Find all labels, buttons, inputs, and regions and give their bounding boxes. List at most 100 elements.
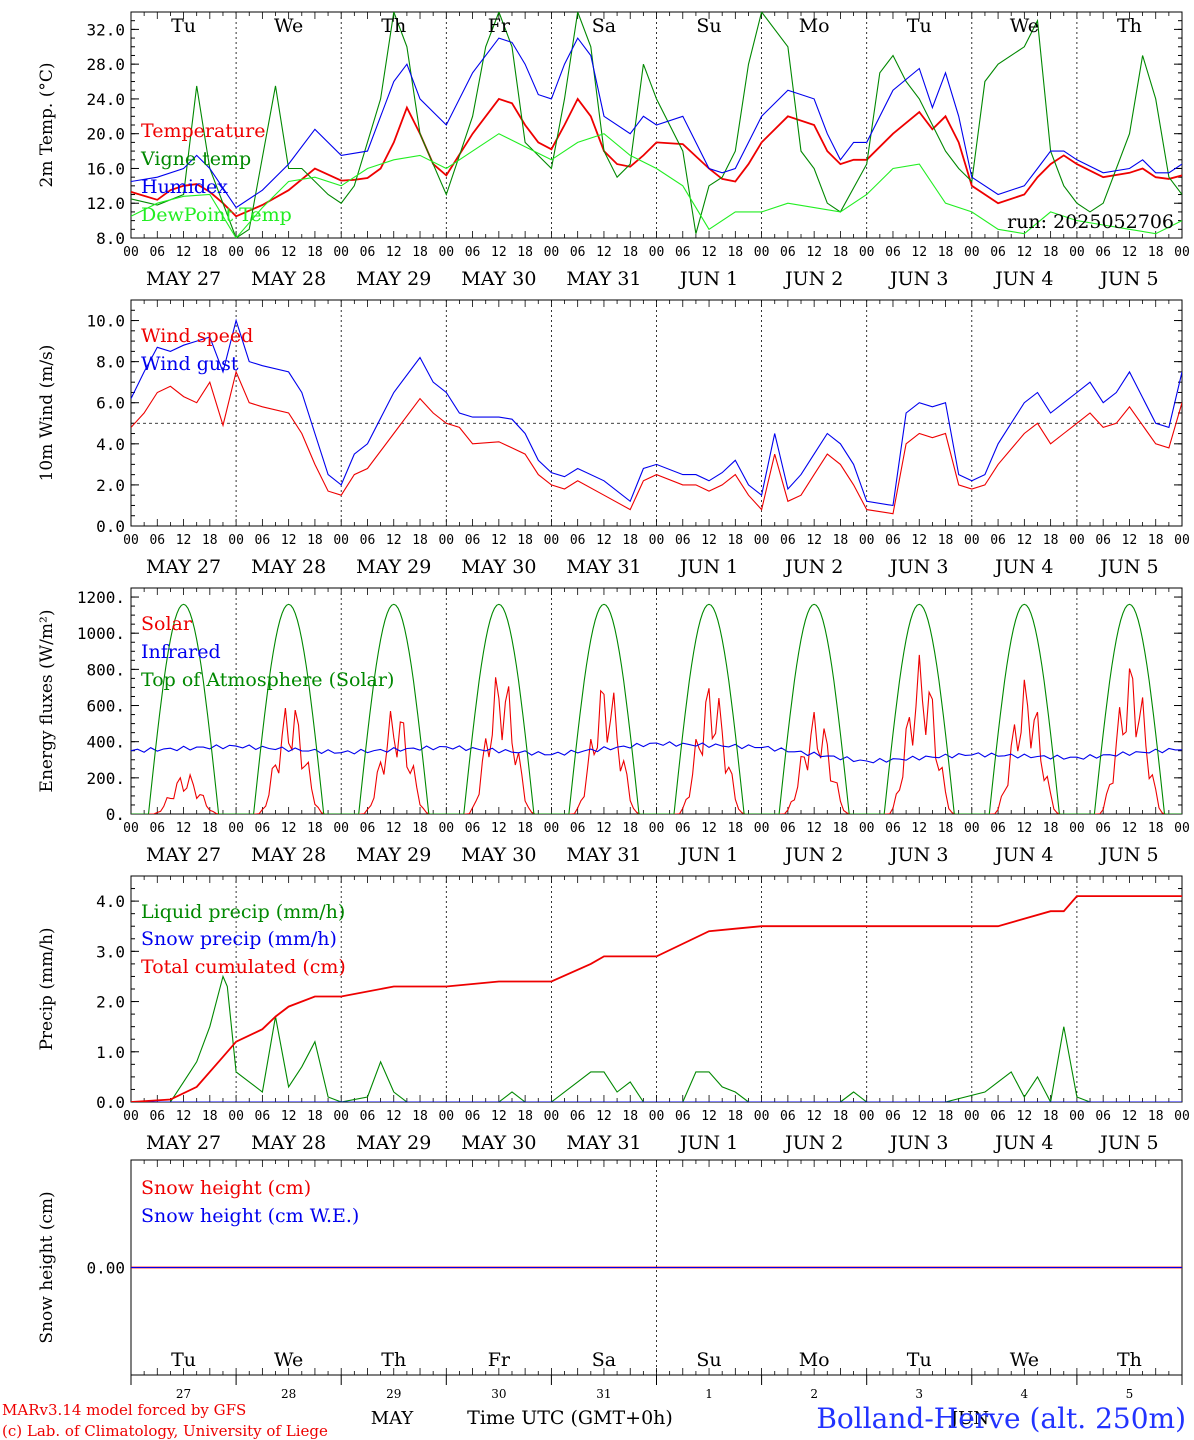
hour-tick-label: 18 <box>833 1109 849 1124</box>
hour-tick-label: 00 <box>228 1109 244 1124</box>
y-tick-label: 0. <box>106 805 125 824</box>
y-tick-label: 24.0 <box>86 90 125 109</box>
date-label: JUN 5 <box>1098 844 1158 866</box>
hour-tick-label: 12 <box>1017 821 1033 836</box>
plot-frame <box>130 587 1183 815</box>
date-label: JUN 2 <box>783 556 843 578</box>
y-tick-label: 1.0 <box>96 1043 125 1062</box>
hour-tick-label: 12 <box>1122 1109 1138 1124</box>
series-line-top-of-atmosphere-solar- <box>131 603 1182 814</box>
footer-model: MARv3.14 model forced by GFS <box>2 1401 246 1419</box>
hour-tick-label: 12 <box>1017 245 1033 260</box>
hour-tick-label: 18 <box>1148 245 1164 260</box>
weekday-label: Tu <box>907 1349 932 1371</box>
hour-tick-label: 12 <box>701 245 717 260</box>
weekday-label: Th <box>381 1349 406 1371</box>
hour-tick-label: 00 <box>1174 1109 1190 1124</box>
weekday-label: Th <box>381 15 406 37</box>
hour-tick-label: 06 <box>885 821 901 836</box>
hour-tick-label: 00 <box>964 821 980 836</box>
hour-tick-label: 06 <box>675 533 691 548</box>
date-label: MAY 29 <box>356 844 431 866</box>
hour-tick-label: 18 <box>307 1109 323 1124</box>
legend-entry: Snow height (cm W.E.) <box>141 1205 359 1227</box>
hour-tick-label: 06 <box>570 245 586 260</box>
hour-tick-label: 18 <box>307 821 323 836</box>
hour-tick-label: 18 <box>517 821 533 836</box>
weekday-label: Sa <box>592 1349 616 1371</box>
hour-tick-label: 12 <box>1122 821 1138 836</box>
hour-tick-label: 18 <box>938 1109 954 1124</box>
hour-tick-label: 18 <box>727 533 743 548</box>
hour-tick-label: 18 <box>833 533 849 548</box>
series-line-wind-speed <box>131 370 1182 515</box>
date-label: JUN 4 <box>993 268 1053 290</box>
y-axis-title: 10m Wind (m/s) <box>37 345 57 482</box>
hour-tick-label: 12 <box>176 1109 192 1124</box>
weekday-label: Tu <box>907 15 932 37</box>
series-group <box>131 318 1182 515</box>
hour-tick-label: 00 <box>333 533 349 548</box>
date-label: JUN 4 <box>993 556 1053 578</box>
hour-tick-label: 18 <box>1043 1109 1059 1124</box>
hour-tick-label: 06 <box>149 1109 165 1124</box>
date-label: MAY 28 <box>251 556 326 578</box>
weekday-label: Th <box>1117 15 1142 37</box>
hour-tick-label: 06 <box>675 821 691 836</box>
weekday-label: We <box>274 15 303 37</box>
hour-tick-label: 06 <box>1095 245 1111 260</box>
hour-tick-label: 00 <box>754 1109 770 1124</box>
legend-entry: Wind speed <box>141 325 253 347</box>
weekday-label: Su <box>696 15 721 37</box>
hour-tick-label: 12 <box>491 533 507 548</box>
date-label: JUN 3 <box>888 556 948 578</box>
hour-tick-label: 18 <box>622 533 638 548</box>
footer-copyright: (c) Lab. of Climatology, University of L… <box>2 1422 328 1440</box>
date-label: MAY 29 <box>356 1132 431 1154</box>
hour-tick-label: 00 <box>544 1109 560 1124</box>
legend-entry: Solar <box>141 613 193 635</box>
hour-tick-label: 00 <box>1174 821 1190 836</box>
hour-tick-label: 12 <box>176 533 192 548</box>
y-tick-label: 800. <box>86 660 125 679</box>
hour-tick-label: 00 <box>333 245 349 260</box>
hour-tick-label: 18 <box>1148 1109 1164 1124</box>
legend-entry: Infrared <box>141 641 221 663</box>
y-tick-label: 0.0 <box>96 1093 125 1112</box>
hour-tick-label: 12 <box>1017 1109 1033 1124</box>
series-group <box>131 603 1182 814</box>
y-tick-label: 400. <box>86 733 125 752</box>
hour-tick-label: 06 <box>570 1109 586 1124</box>
hour-tick-label: 06 <box>780 533 796 548</box>
hour-tick-label: 12 <box>1017 533 1033 548</box>
hour-tick-label: 06 <box>360 1109 376 1124</box>
hour-tick-label: 00 <box>859 533 875 548</box>
hour-tick-label: 06 <box>360 821 376 836</box>
hour-tick-label: 00 <box>964 533 980 548</box>
hour-tick-label: 12 <box>596 533 612 548</box>
hour-tick-label: 12 <box>281 533 297 548</box>
hour-tick-label: 06 <box>1095 533 1111 548</box>
date-label: MAY 29 <box>356 268 431 290</box>
hour-tick-label: 18 <box>412 533 428 548</box>
hour-tick-label: 12 <box>911 821 927 836</box>
date-label: JUN 2 <box>783 844 843 866</box>
hour-tick-label: 12 <box>806 245 822 260</box>
date-label: JUN 3 <box>888 268 948 290</box>
date-label: MAY 29 <box>356 556 431 578</box>
weekday-label: Mo <box>799 15 830 37</box>
y-tick-label: 2.0 <box>96 476 125 495</box>
y-tick-label: 3.0 <box>96 942 125 961</box>
hour-tick-label: 18 <box>727 245 743 260</box>
y-tick-label: 0.00 <box>86 1259 125 1278</box>
panel-snow: 0.00 Snow height (cm) Snow height (cm) Snow… <box>37 1159 1183 1401</box>
hour-tick-label: 06 <box>675 1109 691 1124</box>
hour-tick-label: 18 <box>517 1109 533 1124</box>
y-tick-label: 8.0 <box>96 353 125 372</box>
legend-entry: Top of Atmosphere (Solar) <box>141 669 394 691</box>
legend-entry: Temperature <box>141 120 265 142</box>
hour-tick-label: 12 <box>701 533 717 548</box>
hour-tick-label: 12 <box>701 1109 717 1124</box>
legend-entry: Vigne temp <box>140 148 251 170</box>
hour-tick-label: 12 <box>386 1109 402 1124</box>
